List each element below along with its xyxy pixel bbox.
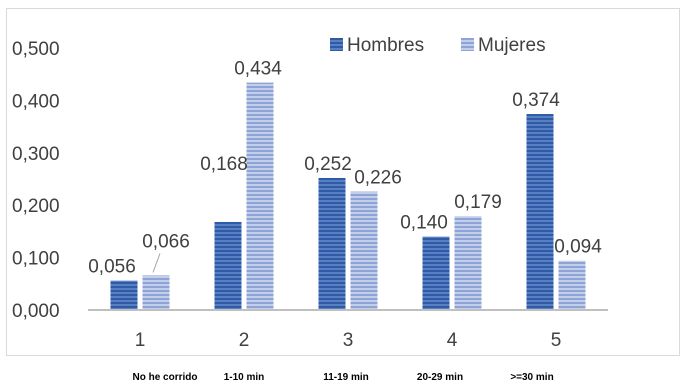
category-caption: >=30 min <box>510 372 553 383</box>
chart-frame <box>6 8 680 356</box>
legend-label-hombres: Hombres <box>347 35 424 56</box>
data-label-hombres-3: 0,252 <box>304 154 352 175</box>
legend-swatch-mujeres <box>461 38 474 51</box>
bar-hombres-5 <box>526 114 554 310</box>
bar-mujeres-3 <box>350 191 378 310</box>
bar-hombres-4 <box>422 236 450 310</box>
y-tick-label: 0,000 <box>12 301 60 322</box>
y-tick-label: 0,400 <box>12 91 60 112</box>
x-tick-label: 3 <box>343 330 354 351</box>
data-label-mujeres-4: 0,179 <box>454 192 502 213</box>
y-tick-label: 0,500 <box>12 39 60 60</box>
x-tick-label: 2 <box>239 330 250 351</box>
category-caption: 11-19 min <box>323 372 369 383</box>
data-label-mujeres-5: 0,094 <box>554 237 602 258</box>
data-label-hombres-2: 0,168 <box>200 154 248 175</box>
category-caption: 20-29 min <box>417 372 463 383</box>
y-tick-label: 0,200 <box>12 196 60 217</box>
data-label-hombres-1: 0,056 <box>88 257 136 278</box>
x-tick-label: 5 <box>551 330 562 351</box>
bar-hombres-3 <box>318 177 346 310</box>
bar-mujeres-4 <box>454 216 482 310</box>
data-label-mujeres-2: 0,434 <box>234 59 282 80</box>
x-tick-label: 4 <box>447 330 458 351</box>
data-label-mujeres-3: 0,226 <box>354 168 402 189</box>
bar-mujeres-2 <box>246 82 274 310</box>
data-label-leader-line <box>152 253 161 273</box>
data-label-mujeres-1: 0,066 <box>142 231 190 252</box>
bar-mujeres-1 <box>142 275 170 310</box>
bar-hombres-1 <box>110 280 138 310</box>
y-tick-label: 0,100 <box>12 249 60 270</box>
data-label-hombres-5: 0,374 <box>512 90 560 111</box>
legend-swatch-hombres <box>330 38 343 51</box>
y-tick-label: 0,300 <box>12 144 60 165</box>
category-caption: 1-10 min <box>224 372 265 383</box>
legend-label-mujeres: Mujeres <box>478 35 546 56</box>
x-tick-label: 1 <box>135 330 146 351</box>
category-caption: No he corrido <box>132 372 197 383</box>
bar-hombres-2 <box>214 221 242 310</box>
data-label-hombres-4: 0,140 <box>400 213 448 234</box>
bar-mujeres-5 <box>558 260 586 310</box>
